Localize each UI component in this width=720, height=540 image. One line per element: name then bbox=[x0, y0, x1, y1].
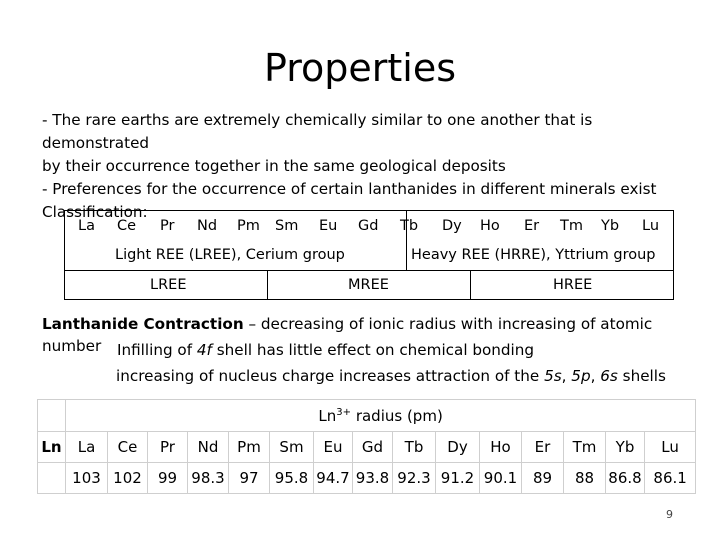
row-label-ln: Ln bbox=[37, 431, 66, 463]
value-empty-cell bbox=[37, 462, 66, 494]
radius-element: Nd bbox=[187, 431, 229, 463]
element-sm: Sm bbox=[275, 218, 299, 234]
header-empty-cell bbox=[37, 399, 66, 432]
radius-value: 92.3 bbox=[392, 462, 436, 494]
contraction-line-2-a: Infilling of bbox=[117, 341, 197, 359]
contraction-heading: Lanthanide Contraction bbox=[42, 315, 244, 333]
lree-mree-divider bbox=[267, 270, 268, 299]
intro-line-1: - The rare earths are extremely chemical… bbox=[42, 111, 593, 152]
radius-element: Eu bbox=[313, 431, 353, 463]
radius-value: 102 bbox=[107, 462, 148, 494]
intro-line-3: - Preferences for the occurrence of cert… bbox=[42, 180, 657, 198]
radius-value: 93.8 bbox=[352, 462, 393, 494]
radius-value: 86.8 bbox=[605, 462, 645, 494]
radius-table: Ln3+ radius (pm) Ln La Ce Pr Nd Pm Sm Eu… bbox=[37, 399, 697, 494]
radius-element: Yb bbox=[605, 431, 645, 463]
radius-value: 89 bbox=[521, 462, 564, 494]
orbital-5p: 5p bbox=[571, 367, 591, 385]
element-la: La bbox=[78, 218, 95, 234]
light-ree-group: Light REE (LREE), Cerium group bbox=[115, 247, 345, 263]
radius-header-sup: 3+ bbox=[336, 406, 352, 418]
radius-value: 90.1 bbox=[479, 462, 522, 494]
radius-element: Pr bbox=[147, 431, 188, 463]
element-gd: Gd bbox=[358, 218, 379, 234]
radius-element: Dy bbox=[435, 431, 480, 463]
orbital-4f: 4f bbox=[196, 341, 212, 359]
element-er: Er bbox=[524, 218, 540, 234]
orbital-6s: 6s bbox=[600, 367, 618, 385]
intro-text: - The rare earths are extremely chemical… bbox=[42, 109, 702, 224]
page-number: 9 bbox=[666, 508, 673, 521]
radius-element: Ce bbox=[107, 431, 148, 463]
classification-table: La Ce Pr Nd Pm Sm Eu Gd Tb Dy Ho Er Tm Y… bbox=[64, 210, 674, 300]
sep-1: , bbox=[561, 367, 572, 385]
heavy-ree-group: Heavy REE (HRRE), Yttrium group bbox=[411, 247, 656, 263]
contraction-line-1: Lanthanide Contraction – decreasing of i… bbox=[42, 313, 712, 357]
radius-value: 88 bbox=[563, 462, 606, 494]
radius-value: 95.8 bbox=[269, 462, 314, 494]
radius-element: Tb bbox=[392, 431, 436, 463]
radius-element: Sm bbox=[269, 431, 314, 463]
radius-value: 97 bbox=[228, 462, 270, 494]
orbital-5s: 5s bbox=[544, 367, 562, 385]
element-lu: Lu bbox=[642, 218, 660, 234]
element-yb: Yb bbox=[601, 218, 620, 234]
contraction-line-3: increasing of nucleus charge increases a… bbox=[116, 365, 716, 387]
radius-header: Ln3+ radius (pm) bbox=[64, 399, 697, 432]
contraction-line-2: Infilling of 4f shell has little effect … bbox=[117, 339, 717, 361]
element-nd: Nd bbox=[197, 218, 218, 234]
hree-label: HREE bbox=[553, 277, 593, 293]
contraction-line-2-b: shell has little effect on chemical bond… bbox=[211, 341, 535, 359]
contraction-desc: – decreasing of ionic radius with increa… bbox=[42, 315, 653, 355]
contraction-line-3-b: shells bbox=[617, 367, 666, 385]
intro-line-2: by their occurrence together in the same… bbox=[42, 157, 506, 175]
radius-value: 103 bbox=[65, 462, 108, 494]
radius-value: 86.1 bbox=[643, 462, 697, 494]
element-dy: Dy bbox=[442, 218, 462, 234]
contraction-line-3-a: increasing of nucleus charge increases a… bbox=[116, 367, 545, 385]
sep-2: , bbox=[590, 367, 601, 385]
element-pm: Pm bbox=[237, 218, 260, 234]
group-divider bbox=[406, 211, 407, 270]
radius-element: Pm bbox=[228, 431, 270, 463]
intro-line-4: Classification: bbox=[42, 203, 148, 221]
element-ce: Ce bbox=[117, 218, 137, 234]
mree-hree-divider bbox=[470, 270, 471, 299]
radius-element: Tm bbox=[563, 431, 606, 463]
radius-element: Gd bbox=[352, 431, 393, 463]
lree-label: LREE bbox=[150, 277, 187, 293]
radius-value: 91.2 bbox=[435, 462, 480, 494]
radius-value: 99 bbox=[147, 462, 188, 494]
radius-element: Ho bbox=[479, 431, 522, 463]
radius-element: La bbox=[65, 431, 108, 463]
mree-label: MREE bbox=[348, 277, 389, 293]
row-divider bbox=[65, 270, 673, 271]
slide-title: Properties bbox=[263, 46, 457, 90]
element-tm: Tm bbox=[560, 218, 583, 234]
element-eu: Eu bbox=[319, 218, 338, 234]
element-pr: Pr bbox=[160, 218, 175, 234]
radius-value: 98.3 bbox=[187, 462, 229, 494]
radius-header-rest: radius (pm) bbox=[351, 406, 443, 425]
radius-element: Lu bbox=[643, 431, 697, 463]
radius-value: 94.7 bbox=[313, 462, 353, 494]
radius-header-base: Ln bbox=[318, 406, 337, 425]
element-ho: Ho bbox=[480, 218, 500, 234]
element-tb: Tb bbox=[400, 218, 419, 234]
radius-element: Er bbox=[521, 431, 564, 463]
